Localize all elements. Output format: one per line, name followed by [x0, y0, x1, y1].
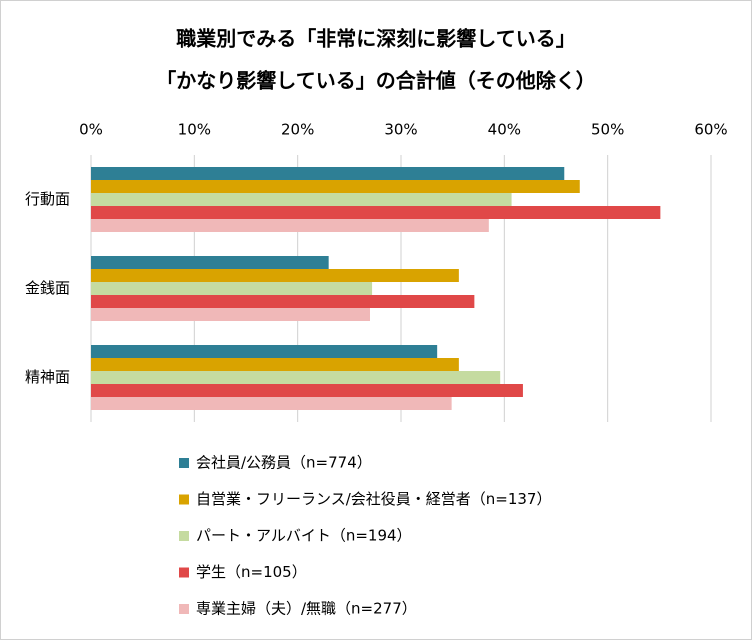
legend-label: 専業主婦（夫）/無職（n=277）	[196, 600, 417, 618]
x-tick-label: 40%	[488, 121, 521, 139]
bar	[91, 256, 329, 269]
legend-label: 自営業・フリーランス/会社役員・経営者（n=137）	[196, 490, 551, 508]
chart-title: 「かなり影響している」の合計値（その他除く）	[156, 69, 595, 93]
y-tick-label: 行動面	[25, 190, 70, 208]
x-tick-label: 20%	[281, 121, 314, 139]
x-tick-label: 30%	[384, 121, 417, 139]
y-tick-label: 精神面	[25, 368, 70, 386]
bar	[91, 193, 512, 206]
legend-label: 学生（n=105）	[196, 563, 307, 581]
bar	[91, 219, 489, 232]
legend-swatch	[179, 494, 189, 505]
x-tick-label: 50%	[591, 121, 624, 139]
legend-swatch	[179, 531, 189, 541]
bar	[91, 308, 370, 321]
bar	[91, 371, 501, 384]
legend-swatch	[179, 458, 189, 468]
legend-label: パート・アルバイト（n=194）	[196, 527, 412, 545]
bar	[91, 295, 475, 308]
x-tick-label: 10%	[178, 121, 211, 139]
x-tick-label: 60%	[694, 121, 727, 139]
legend-label: 会社員/公務員（n=774）	[196, 454, 372, 472]
bar	[91, 397, 452, 410]
bar	[91, 180, 580, 193]
bar	[91, 269, 459, 282]
bar	[91, 282, 373, 295]
bar	[91, 358, 459, 371]
bar	[91, 206, 661, 219]
bar	[91, 345, 438, 358]
chart-title: 職業別でみる「非常に深刻に影響している」	[176, 27, 575, 51]
y-tick-label: 金銭面	[25, 279, 70, 297]
legend-swatch	[179, 604, 189, 614]
legend-swatch	[179, 567, 189, 578]
bar	[91, 167, 565, 180]
x-tick-label: 0%	[79, 121, 103, 139]
bar	[91, 384, 523, 397]
